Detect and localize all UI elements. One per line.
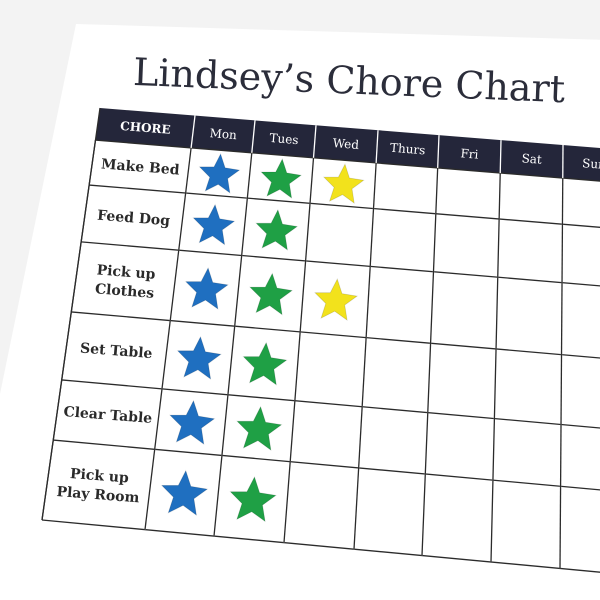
grid-col-line: [559, 178, 564, 569]
green-star-icon: [229, 475, 277, 523]
blue-star-icon: [184, 266, 229, 310]
green-star-icon: [260, 158, 303, 199]
chore-label: Pick up: [69, 466, 129, 487]
header-mon: Mon: [209, 126, 238, 142]
chore-label: Play Room: [56, 484, 140, 506]
green-star-icon: [242, 341, 288, 386]
green-star-icon: [255, 208, 299, 251]
header-wed: Wed: [332, 136, 359, 152]
header-fri: Fri: [460, 146, 479, 161]
chore-label: Clear Table: [63, 404, 153, 427]
header-chore: CHORE: [120, 119, 171, 137]
grid-row-line: [53, 439, 600, 491]
blue-star-icon: [169, 399, 216, 445]
grid-row-line: [89, 184, 600, 228]
chore-label: Make Bed: [100, 156, 180, 178]
header-bar: [95, 108, 600, 182]
header-tues: Tues: [269, 131, 299, 147]
grid-row-line: [95, 139, 600, 182]
blue-star-icon: [176, 335, 222, 380]
grid-col-line: [213, 152, 253, 537]
chore-label: Feed Dog: [97, 208, 171, 230]
grid-row-line: [71, 311, 600, 359]
grid-col-line: [41, 140, 97, 521]
grid-row-line: [41, 519, 600, 573]
blue-star-icon: [198, 152, 241, 194]
blue-star-icon: [192, 203, 236, 246]
header-sat: Sat: [521, 151, 542, 167]
yellow-star-icon: [322, 163, 365, 204]
grid-row-line: [81, 241, 600, 287]
header-sun: Sun: [582, 156, 600, 172]
paper-sheet: [0, 24, 600, 600]
green-star-icon: [249, 272, 294, 316]
chore-label: Clothes: [94, 281, 154, 302]
grid-col-line: [353, 162, 377, 550]
grid-col-line: [490, 172, 501, 563]
grid-col-line: [283, 157, 315, 543]
yellow-star-icon: [314, 278, 359, 321]
grid-row-line: [61, 379, 600, 429]
header-thurs: Thurs: [390, 141, 426, 158]
green-star-icon: [236, 405, 283, 451]
chore-label: Set Table: [79, 340, 153, 362]
grid-col-line: [144, 147, 192, 530]
grid-col-line: [421, 167, 439, 556]
chore-label: Pick up: [96, 262, 156, 283]
blue-star-icon: [160, 469, 209, 516]
